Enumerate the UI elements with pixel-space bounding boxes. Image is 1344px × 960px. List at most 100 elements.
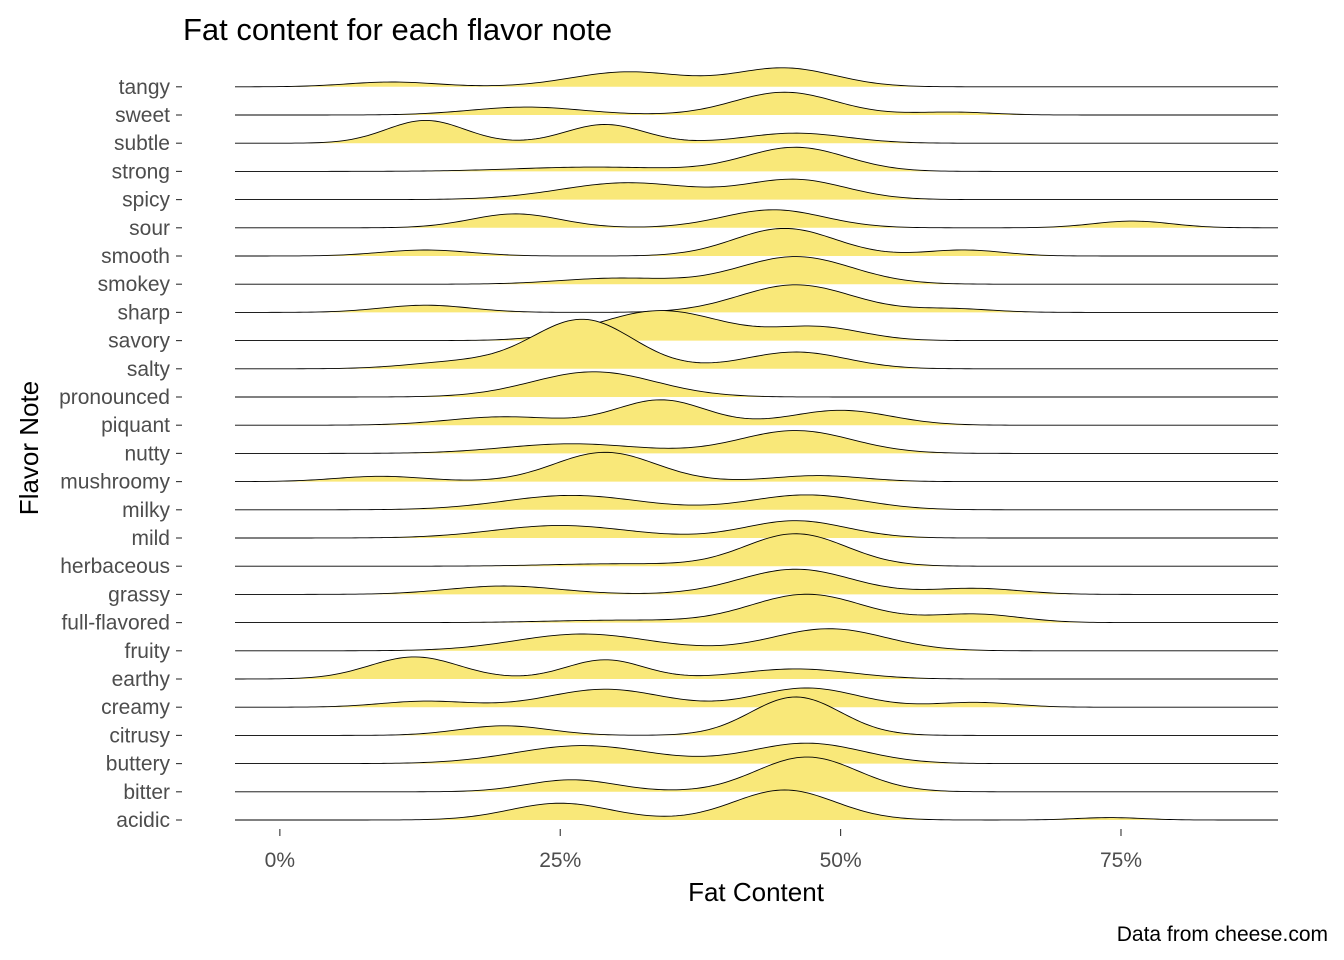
ridge-outline-creamy <box>235 687 1278 708</box>
ridge-outline-sharp <box>235 284 1278 313</box>
ridge-milky <box>235 494 1278 511</box>
ridge-bitter <box>235 756 1278 793</box>
ridge-outline-earthy <box>235 656 1278 680</box>
ridge-area-herbaceous <box>235 533 1278 567</box>
ridge-outline-salty <box>235 318 1278 370</box>
ridge-acidic <box>235 789 1278 821</box>
ridge-area-spicy <box>235 179 1278 200</box>
ridge-area-pronounced <box>235 371 1278 397</box>
ridge-savory <box>235 310 1278 342</box>
ridge-area-citrusy <box>235 697 1278 736</box>
ridge-mushroomy <box>234 451 1278 483</box>
ridge-outline-mild <box>235 520 1278 539</box>
ridge-area-nutty <box>235 430 1278 454</box>
ridge-spicy <box>235 178 1278 201</box>
y-tick-label-creamy: creamy <box>101 696 170 719</box>
x-tick-label-3: 75% <box>1100 849 1142 872</box>
x-axis: 0% 25% 50% 75% <box>265 829 1142 872</box>
x-tick-label-2: 50% <box>820 849 862 872</box>
ridge-outline-smokey <box>235 256 1278 285</box>
chart-caption: Data from cheese.com <box>1117 923 1328 946</box>
ridge-outline-sour <box>235 209 1278 229</box>
y-tick-label-milky: milky <box>122 499 170 522</box>
y-tick-label-salty: salty <box>127 358 171 381</box>
ridge-outline-acidic <box>235 789 1278 821</box>
ridge-creamy <box>235 687 1278 708</box>
y-tick-label-smokey: smokey <box>98 273 171 296</box>
ridge-outline-smooth <box>235 227 1278 257</box>
ridges-layer <box>234 67 1278 821</box>
ridge-outline-fruity <box>235 628 1278 652</box>
ridge-piquant <box>235 399 1278 426</box>
ridge-outline-nutty <box>235 430 1278 454</box>
ridge-outline-bitter <box>235 756 1278 793</box>
ridge-nutty <box>235 430 1278 454</box>
y-tick-label-sharp: sharp <box>117 301 170 324</box>
ridge-area-strong <box>235 147 1278 172</box>
ridge-area-fruity <box>235 628 1278 651</box>
ridge-strong <box>235 146 1278 172</box>
ridge-area-acidic <box>235 790 1278 820</box>
ridge-outline-spicy <box>235 178 1278 201</box>
ridge-area-smooth <box>235 228 1278 256</box>
ridge-outline-pronounced <box>235 371 1278 398</box>
ridge-area-piquant <box>235 399 1278 426</box>
y-tick-label-mild: mild <box>131 527 170 550</box>
ridge-outline-grassy <box>235 568 1278 595</box>
y-tick-label-sour: sour <box>129 217 170 240</box>
ridge-full-flavored <box>235 593 1278 624</box>
ridge-outline-strong <box>235 146 1278 172</box>
x-axis-title: Fat Content <box>688 877 825 907</box>
ridge-earthy <box>235 656 1278 680</box>
ridge-pronounced <box>235 371 1278 398</box>
ridge-outline-savory <box>235 310 1278 342</box>
y-tick-label-spicy: spicy <box>122 189 170 212</box>
y-tick-label-full-flavored: full-flavored <box>61 612 170 635</box>
y-tick-label-mushroomy: mushroomy <box>60 471 170 494</box>
ridge-area-sharp <box>235 284 1278 313</box>
y-tick-label-acidic: acidic <box>116 809 170 832</box>
ridge-area-earthy <box>235 656 1278 679</box>
ridge-outline-subtle <box>235 119 1278 144</box>
ridge-area-full-flavored <box>235 594 1278 623</box>
ridge-area-grassy <box>235 569 1278 595</box>
y-tick-label-nutty: nutty <box>124 442 170 465</box>
y-tick-label-subtle: subtle <box>114 132 170 155</box>
ridge-smokey <box>235 256 1278 285</box>
y-tick-label-piquant: piquant <box>101 414 170 437</box>
y-tick-label-strong: strong <box>112 160 170 183</box>
y-tick-label-citrusy: citrusy <box>109 724 170 747</box>
y-axis-title: Flavor Note <box>14 381 44 515</box>
ridge-herbaceous <box>235 533 1278 567</box>
ridge-outline-piquant <box>235 399 1278 426</box>
ridge-buttery <box>235 742 1278 765</box>
y-tick-label-grassy: grassy <box>108 583 170 606</box>
y-tick-label-fruity: fruity <box>124 640 170 663</box>
ridge-outline-citrusy <box>235 696 1278 736</box>
y-tick-label-tangy: tangy <box>119 76 171 99</box>
ridge-outline-herbaceous <box>235 533 1278 567</box>
y-tick-label-buttery: buttery <box>106 753 171 776</box>
ridge-area-milky <box>235 494 1278 510</box>
ridge-mild <box>235 520 1278 539</box>
ridge-tangy <box>235 67 1278 88</box>
y-tick-label-sweet: sweet <box>115 104 170 127</box>
ridge-grassy <box>235 568 1278 595</box>
y-tick-label-bitter: bitter <box>123 781 170 804</box>
x-tick-label-0: 0% <box>265 849 295 872</box>
ridge-area-sweet <box>235 92 1278 115</box>
ridge-area-subtle <box>235 120 1278 144</box>
x-tick-label-1: 25% <box>539 849 581 872</box>
ridge-fruity <box>235 628 1278 652</box>
y-tick-label-savory: savory <box>108 330 170 353</box>
y-tick-label-herbaceous: herbaceous <box>60 555 170 578</box>
ridge-area-sour <box>235 209 1278 228</box>
ridge-area-salty <box>235 319 1278 369</box>
ridge-area-bitter <box>235 757 1278 792</box>
y-axis: tangy sweet subtle strong spicy sour smooth smo… <box>59 76 182 832</box>
ridge-sharp <box>235 284 1278 313</box>
ridge-sweet <box>235 91 1278 116</box>
ridge-citrusy <box>235 696 1278 736</box>
ridge-outline-sweet <box>235 91 1278 116</box>
